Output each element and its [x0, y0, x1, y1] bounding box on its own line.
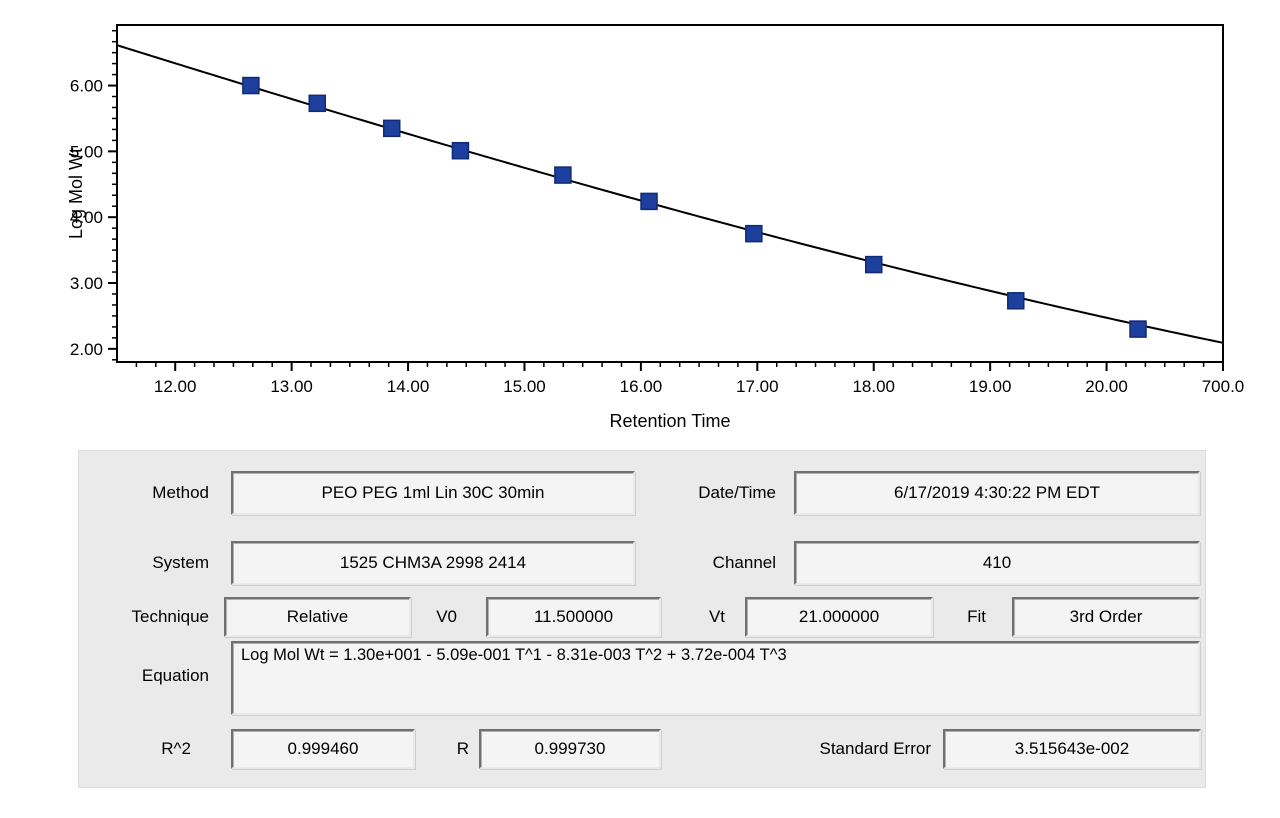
r-value-field: 0.999730	[479, 729, 661, 769]
fit-value: 3rd Order	[1069, 607, 1143, 626]
plot-border	[116, 24, 1224, 363]
method-value: PEO PEG 1ml Lin 30C 30min	[321, 483, 545, 502]
data-point-marker	[1007, 292, 1025, 310]
x-tick-label: 17.00	[736, 377, 779, 396]
x-tick-label: 12.00	[154, 377, 197, 396]
method-label: Method	[152, 483, 209, 502]
system-label: System	[152, 553, 209, 572]
r-squared-value-field: 0.999460	[231, 729, 415, 769]
datetime-label: Date/Time	[698, 483, 776, 502]
vt-value-field: 21.000000	[745, 597, 933, 637]
data-point-marker	[451, 141, 470, 160]
x-tick-label: 15.00	[503, 377, 546, 396]
y-tick-label: 4.00	[70, 208, 103, 227]
r-squared-value: 0.999460	[287, 739, 359, 758]
standard-error-value-field: 3.515643e-002	[943, 729, 1201, 769]
calibration-info-panel: Method PEO PEG 1ml Lin 30C 30min Date/Ti…	[78, 450, 1206, 788]
data-point-marker	[640, 192, 658, 211]
x-tick-label: 13.00	[270, 377, 313, 396]
system-value: 1525 CHM3A 2998 2414	[339, 553, 527, 572]
channel-label: Channel	[712, 553, 776, 572]
y-tick-label: 3.00	[70, 274, 103, 293]
data-point-marker	[864, 255, 883, 274]
x-tick-label: 18.00	[852, 377, 895, 396]
vt-label: Vt	[708, 607, 725, 626]
fit-label: Fit	[967, 607, 986, 626]
equation-value-field: Log Mol Wt = 1.30e+001 - 5.09e-001 T^1 -…	[231, 641, 1200, 715]
r-squared-label: R^2	[161, 739, 191, 758]
x-axis-title: Retention Time	[609, 411, 730, 431]
datetime-value: 6/17/2019 4:30:22 PM EDT	[893, 483, 1101, 502]
vt-value: 21.000000	[798, 607, 880, 626]
v0-value-field: 11.500000	[486, 597, 661, 637]
technique-label: Technique	[131, 607, 209, 626]
x-tick-label: 16.00	[620, 377, 663, 396]
data-point-marker	[745, 224, 763, 243]
system-value-field: 1525 CHM3A 2998 2414	[231, 541, 635, 585]
x-tick-label: 19.00	[969, 377, 1012, 396]
r-label: R	[456, 739, 469, 758]
x-tick-label: 700.0	[1202, 377, 1245, 396]
x-tick-label: 20.00	[1085, 377, 1128, 396]
datetime-value-field: 6/17/2019 4:30:22 PM EDT	[794, 471, 1200, 515]
technique-value-field: Relative	[224, 597, 411, 637]
standard-error-value: 3.515643e-002	[1014, 739, 1130, 758]
y-axis-title: Log Mol Wt	[66, 148, 86, 239]
method-value-field: PEO PEG 1ml Lin 30C 30min	[231, 471, 635, 515]
equation-value: Log Mol Wt = 1.30e+001 - 5.09e-001 T^1 -…	[241, 646, 787, 664]
technique-value: Relative	[286, 607, 349, 626]
v0-label: V0	[436, 607, 457, 626]
x-tick-label: 14.00	[387, 377, 430, 396]
fit-curve	[116, 44, 1224, 344]
calibration-curve-chart: 12.00 13.00 14.00 15.00 16.00 17.00 18.00 19.00…	[66, 24, 1245, 431]
y-tick-label: 6.00	[70, 77, 103, 96]
data-point-marker	[554, 166, 572, 184]
data-point-marker	[242, 76, 260, 95]
y-tick-label: 2.00	[70, 340, 103, 359]
channel-value-field: 410	[794, 541, 1200, 585]
data-point-marker	[1129, 320, 1147, 338]
v0-value: 11.500000	[533, 607, 614, 626]
fit-value-field: 3rd Order	[1012, 597, 1200, 637]
y-tick-label: 5.00	[70, 142, 103, 161]
equation-label: Equation	[141, 666, 209, 685]
data-point-marker	[383, 119, 401, 138]
channel-value: 410	[982, 553, 1012, 572]
standard-error-label: Standard Error	[819, 739, 932, 758]
data-point-marker	[308, 94, 326, 113]
r-value: 0.999730	[534, 739, 606, 758]
